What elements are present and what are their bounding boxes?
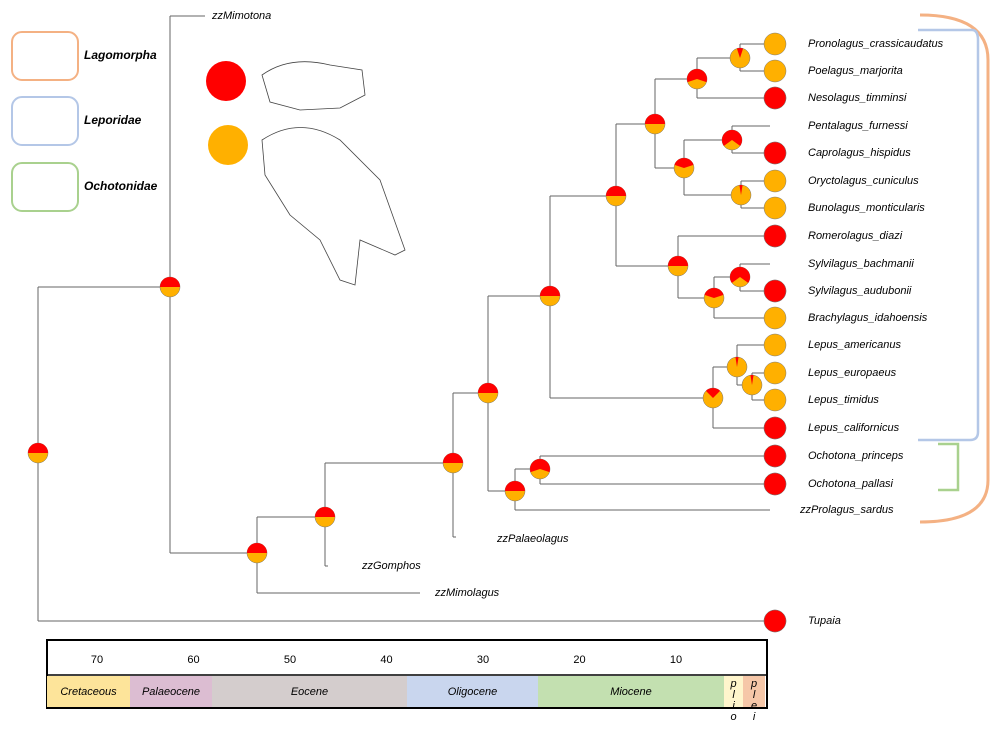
state-pie: [606, 186, 626, 206]
state-pie: [722, 130, 742, 150]
tip-label: Lepus_timidus: [808, 394, 879, 406]
pie-orange: [764, 60, 786, 82]
state-pie: [764, 197, 786, 219]
pie-orange: [764, 307, 786, 329]
scale-tick-label: 40: [380, 654, 392, 666]
period-label: Palaeocene: [142, 686, 200, 698]
state-pie: [730, 267, 750, 287]
pie-red: [764, 610, 786, 632]
state-pie: [764, 417, 786, 439]
state-pie: [764, 142, 786, 164]
scale-tick-label: 50: [284, 654, 296, 666]
state-pie: [703, 388, 723, 408]
tip-label: Lepus_californicus: [808, 422, 900, 434]
tip-label: zzProlagus_sardus: [799, 504, 894, 516]
pie-orange: [764, 334, 786, 356]
tree-figure: Lagomorpha Leporidae Ochotonidae Pronola…: [0, 0, 991, 737]
state-icon: [206, 61, 246, 101]
tip-label: Romerolagus_diazi: [808, 230, 903, 242]
pie-red: [764, 280, 786, 302]
state-pie: [764, 362, 786, 384]
tip-label: Bunolagus_monticularis: [808, 202, 925, 214]
pie-orange: [764, 389, 786, 411]
tip-label: Caprolagus_hispidus: [808, 147, 911, 159]
state-pie: [28, 443, 48, 463]
scale-tick-label: 70: [91, 654, 103, 666]
pie-red: [764, 87, 786, 109]
pie-orange: [764, 197, 786, 219]
state-pie: [731, 185, 751, 205]
tip-label: zzMimolagus: [434, 587, 500, 599]
tip-label: Ochotona_princeps: [808, 450, 904, 462]
tip-label: Lepus_europaeus: [808, 367, 897, 379]
tip-label: Oryctolagus_cuniculus: [808, 175, 919, 187]
state-pie: [742, 375, 762, 395]
period-label: Eocene: [291, 686, 328, 698]
state-pie: [764, 280, 786, 302]
state-pie: [247, 543, 267, 563]
tip-label: Pronolagus_crassicaudatus: [808, 38, 944, 50]
pie-red: [764, 445, 786, 467]
state-pie: [764, 389, 786, 411]
pie-red: [764, 417, 786, 439]
state-pie: [764, 225, 786, 247]
state-pie: [764, 473, 786, 495]
state-pie: [315, 507, 335, 527]
state-pie: [645, 114, 665, 134]
state-pie: [764, 445, 786, 467]
scale-tick-label: 30: [477, 654, 489, 666]
state-pie: [764, 307, 786, 329]
state-pie: [540, 286, 560, 306]
period-label: Cretaceous: [60, 686, 117, 698]
state-icon: [208, 125, 248, 165]
state-pie: [764, 610, 786, 632]
tip-label: Sylvilagus_bachmanii: [808, 258, 914, 270]
tip-label: Poelagus_marjorita: [808, 65, 903, 77]
state-pie: [764, 334, 786, 356]
tip-label: Brachylagus_idahoensis: [808, 312, 928, 324]
pie-orange: [764, 170, 786, 192]
state-pie: [764, 170, 786, 192]
tip-label: Nesolagus_timminsi: [808, 92, 907, 104]
state-pie: [727, 357, 747, 377]
legend-label: Ochotonidae: [84, 179, 158, 193]
state-pie: [674, 158, 694, 178]
pie-red: [764, 142, 786, 164]
state-pie: [160, 277, 180, 297]
tip-label: zzPalaeolagus: [496, 533, 569, 545]
period-label: plei: [748, 678, 760, 722]
state-pie: [530, 459, 550, 479]
period-label: plio: [728, 678, 740, 722]
state-pie: [443, 453, 463, 473]
legend-label: Leporidae: [84, 113, 142, 127]
tip-label: Tupaia: [808, 615, 841, 627]
state-pie: [764, 87, 786, 109]
scale-tick-label: 60: [187, 654, 199, 666]
tip-label: Pentalagus_furnessi: [808, 120, 908, 132]
tip-label: Ochotona_pallasi: [808, 478, 894, 490]
state-pie: [687, 69, 707, 89]
state-pie: [730, 48, 750, 68]
state-pie: [764, 33, 786, 55]
scale-tick-label: 20: [573, 654, 585, 666]
state-pie: [478, 383, 498, 403]
tip-label: Lepus_americanus: [808, 339, 901, 351]
tip-label: zzGomphos: [361, 560, 421, 572]
state-pie: [764, 60, 786, 82]
tip-label: zzMimotona: [211, 10, 271, 22]
pie-orange: [764, 33, 786, 55]
legend-label: Lagomorpha: [84, 48, 157, 62]
scale-tick-label: 10: [670, 654, 682, 666]
state-pie: [668, 256, 688, 276]
pie-orange: [764, 362, 786, 384]
pie-red: [764, 473, 786, 495]
tip-label: Sylvilagus_audubonii: [808, 285, 912, 297]
state-pie: [704, 288, 724, 308]
pie-red: [764, 225, 786, 247]
period-label: Miocene: [610, 686, 652, 698]
state-pie: [505, 481, 525, 501]
period-label: Oligocene: [448, 686, 498, 698]
